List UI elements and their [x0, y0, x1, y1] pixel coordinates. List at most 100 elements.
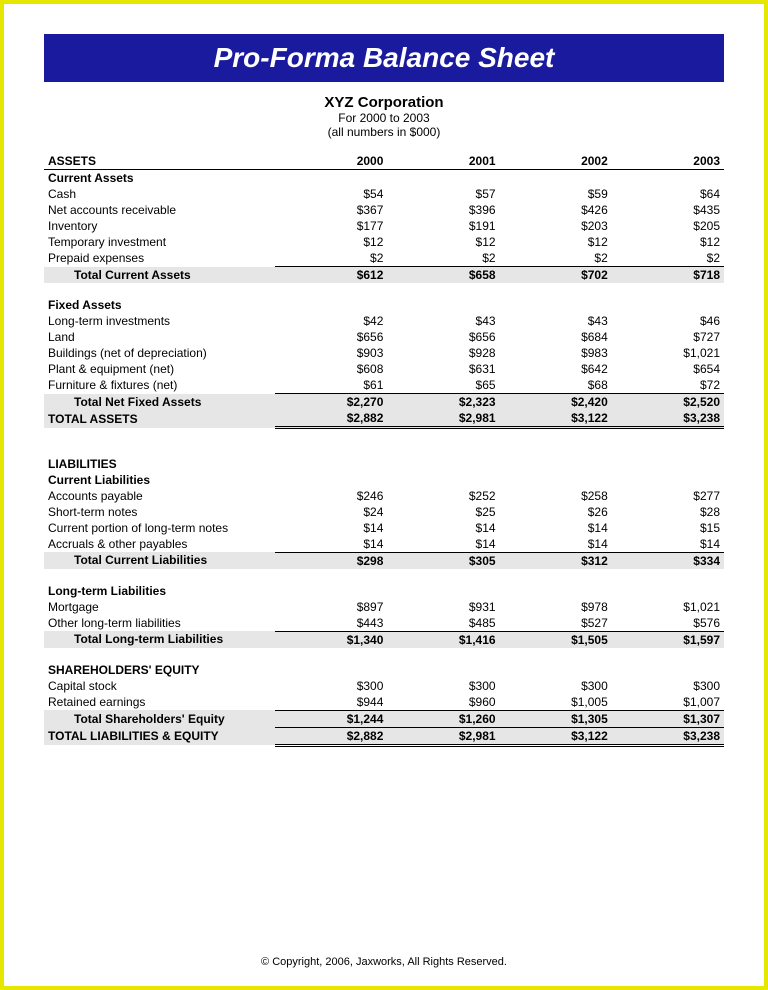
cell: $3,238 [612, 727, 724, 745]
cell: $1,597 [612, 631, 724, 648]
cell: $14 [387, 536, 499, 553]
equity-heading: SHAREHOLDERS' EQUITY [44, 662, 275, 678]
cell: $205 [612, 218, 724, 234]
section-row: Fixed Assets [44, 297, 724, 313]
cell: $12 [387, 234, 499, 250]
cell: $59 [500, 186, 612, 202]
row-label: Inventory [44, 218, 275, 234]
total-row: Total Current Assets$612$658$702$718 [44, 267, 724, 284]
row-label: Furniture & fixtures (net) [44, 377, 275, 394]
cell: $252 [387, 488, 499, 504]
cell: $2,882 [275, 410, 387, 428]
cell: $903 [275, 345, 387, 361]
cell: $396 [387, 202, 499, 218]
cell: $15 [612, 520, 724, 536]
cell: $65 [387, 377, 499, 394]
cell: $608 [275, 361, 387, 377]
table-row: Capital stock$300$300$300$300 [44, 678, 724, 694]
grand-total-label: TOTAL LIABILITIES & EQUITY [44, 727, 275, 745]
header-block: XYZ Corporation For 2000 to 2003 (all nu… [44, 94, 724, 139]
cell: $43 [500, 313, 612, 329]
cell: $485 [387, 615, 499, 632]
table-row: Retained earnings$944$960$1,005$1,007 [44, 694, 724, 711]
cell: $300 [500, 678, 612, 694]
cell: $1,307 [612, 710, 724, 727]
total-current-assets-label: Total Current Assets [44, 267, 275, 284]
current-assets-heading: Current Assets [44, 170, 275, 187]
cell: $727 [612, 329, 724, 345]
cell: $2 [387, 250, 499, 267]
cell: $960 [387, 694, 499, 711]
cell: $312 [500, 552, 612, 569]
cell: $3,122 [500, 727, 612, 745]
cell: $334 [612, 552, 724, 569]
table-row: Mortgage$897$931$978$1,021 [44, 599, 724, 615]
cell: $435 [612, 202, 724, 218]
cell: $68 [500, 377, 612, 394]
total-equity-label: Total Shareholders' Equity [44, 710, 275, 727]
table-row: Temporary investment$12$12$12$12 [44, 234, 724, 250]
fixed-assets-heading: Fixed Assets [44, 297, 275, 313]
cell: $277 [612, 488, 724, 504]
cell: $14 [387, 520, 499, 536]
row-label: Short-term notes [44, 504, 275, 520]
table-row: Current portion of long-term notes$14$14… [44, 520, 724, 536]
table-row: Cash$54$57$59$64 [44, 186, 724, 202]
grand-total-row: TOTAL LIABILITIES & EQUITY$2,882$2,981$3… [44, 727, 724, 745]
cell: $2,520 [612, 394, 724, 411]
year-col: 2003 [612, 153, 724, 170]
table-row: Accruals & other payables$14$14$14$14 [44, 536, 724, 553]
cell: $61 [275, 377, 387, 394]
cell: $1,416 [387, 631, 499, 648]
equity-heading-row: SHAREHOLDERS' EQUITY [44, 662, 724, 678]
cell: $718 [612, 267, 724, 284]
table-row: Prepaid expenses$2$2$2$2 [44, 250, 724, 267]
row-label: Net accounts receivable [44, 202, 275, 218]
cell: $1,305 [500, 710, 612, 727]
cell: $612 [275, 267, 387, 284]
cell: $443 [275, 615, 387, 632]
cell: $1,021 [612, 599, 724, 615]
cell: $14 [275, 520, 387, 536]
table-row: Long-term investments$42$43$43$46 [44, 313, 724, 329]
cell: $426 [500, 202, 612, 218]
cell: $14 [275, 536, 387, 553]
year-col: 2002 [500, 153, 612, 170]
row-label: Mortgage [44, 599, 275, 615]
total-row: Total Shareholders' Equity$1,244$1,260$1… [44, 710, 724, 727]
row-label: Accruals & other payables [44, 536, 275, 553]
table-row: Plant & equipment (net)$608$631$642$654 [44, 361, 724, 377]
cell: $54 [275, 186, 387, 202]
cell: $3,238 [612, 410, 724, 428]
section-row: Current Assets [44, 170, 724, 187]
row-label: Temporary investment [44, 234, 275, 250]
cell: $978 [500, 599, 612, 615]
cell: $46 [612, 313, 724, 329]
cell: $2,323 [387, 394, 499, 411]
row-label: Long-term investments [44, 313, 275, 329]
cell: $191 [387, 218, 499, 234]
total-assets-row: TOTAL ASSETS$2,882$2,981$3,122$3,238 [44, 410, 724, 428]
total-row: Total Current Liabilities$298$305$312$33… [44, 552, 724, 569]
cell: $26 [500, 504, 612, 520]
cell: $658 [387, 267, 499, 284]
cell: $298 [275, 552, 387, 569]
row-label: Buildings (net of depreciation) [44, 345, 275, 361]
units-note: (all numbers in $000) [44, 125, 724, 139]
cell: $1,260 [387, 710, 499, 727]
row-label: Capital stock [44, 678, 275, 694]
table-row: Land$656$656$684$727 [44, 329, 724, 345]
cell: $300 [612, 678, 724, 694]
row-label: Plant & equipment (net) [44, 361, 275, 377]
cell: $527 [500, 615, 612, 632]
cell: $3,122 [500, 410, 612, 428]
cell: $177 [275, 218, 387, 234]
cell: $203 [500, 218, 612, 234]
cell: $2 [612, 250, 724, 267]
cell: $944 [275, 694, 387, 711]
liabilities-heading: LIABILITIES [44, 456, 275, 472]
cell: $14 [500, 520, 612, 536]
table-row: Short-term notes$24$25$26$28 [44, 504, 724, 520]
table-row: Furniture & fixtures (net)$61$65$68$72 [44, 377, 724, 394]
current-liabilities-heading: Current Liabilities [44, 472, 275, 488]
